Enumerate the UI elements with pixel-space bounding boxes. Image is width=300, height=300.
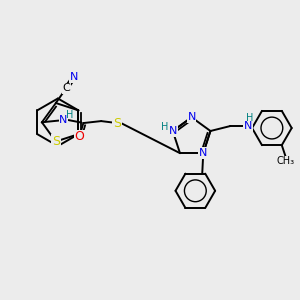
Text: C: C <box>62 83 70 93</box>
Text: S: S <box>113 117 121 130</box>
Text: H: H <box>161 122 169 132</box>
Text: O: O <box>74 130 84 143</box>
Text: H: H <box>66 110 73 120</box>
Text: N: N <box>70 72 78 82</box>
Text: S: S <box>52 135 60 148</box>
Text: N: N <box>188 112 196 122</box>
Text: N: N <box>169 126 177 136</box>
Text: N: N <box>59 115 68 125</box>
Text: H: H <box>246 113 254 123</box>
Text: N: N <box>199 148 207 158</box>
Text: CH₃: CH₃ <box>277 156 295 166</box>
Text: N: N <box>244 121 252 131</box>
